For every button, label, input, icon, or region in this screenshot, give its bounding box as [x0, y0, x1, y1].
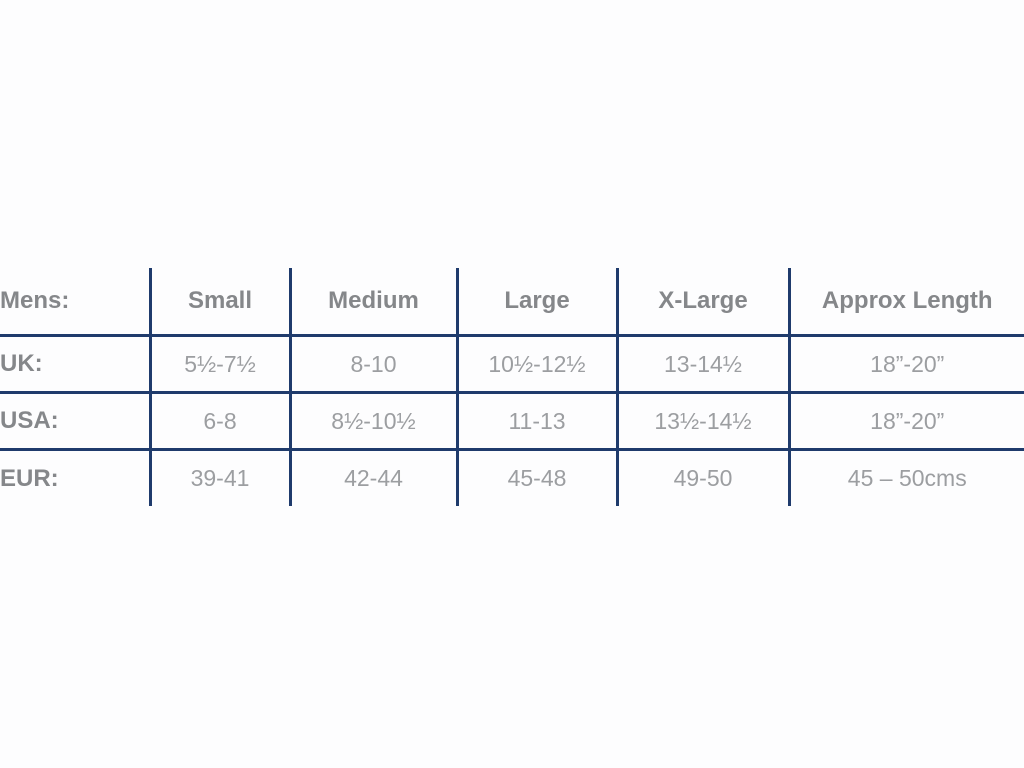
table-row-usa: USA: 6-8 8½-10½ 11-13 13½-14½ 18”-20” [0, 391, 1024, 450]
uk-approx-length-value: 18”-20” [787, 334, 1024, 393]
eur-small-value: 39-41 [148, 448, 290, 506]
eur-approx-length-value: 45 – 50cms [787, 448, 1024, 506]
row-label-usa: USA: [0, 391, 150, 450]
header-cell-large: Large [455, 268, 617, 336]
row-label-eur: EUR: [0, 448, 150, 506]
eur-large-value: 45-48 [455, 448, 617, 506]
header-cell-mens: Mens: [0, 287, 70, 314]
usa-approx-length-value: 18”-20” [787, 391, 1024, 450]
header-cell-x-large: X-Large [615, 268, 789, 336]
header-cell-approx-length: Approx Length [787, 268, 1024, 336]
usa-small-value: 6-8 [148, 391, 290, 450]
table-row-eur: EUR: 39-41 42-44 45-48 49-50 45 – 50cms [0, 448, 1024, 506]
uk-large-value: 10½-12½ [455, 334, 617, 393]
uk-x-large-value: 13-14½ [615, 334, 789, 393]
header-cell-medium: Medium [288, 268, 457, 336]
usa-medium-value: 8½-10½ [288, 391, 457, 450]
eur-x-large-value: 49-50 [615, 448, 789, 506]
uk-small-value: 5½-7½ [148, 334, 290, 393]
header-row: Mens: Small Medium Large X-Large Approx … [0, 268, 1024, 336]
table-row-uk: UK: 5½-7½ 8-10 10½-12½ 13-14½ 18”-20” [0, 334, 1024, 393]
uk-medium-value: 8-10 [288, 334, 457, 393]
header-cell-small: Small [148, 268, 290, 336]
size-chart-table: Mens: Small Medium Large X-Large Approx … [0, 268, 1024, 506]
usa-large-value: 11-13 [455, 391, 617, 450]
usa-x-large-value: 13½-14½ [615, 391, 789, 450]
row-label-uk: UK: [0, 334, 150, 393]
eur-medium-value: 42-44 [288, 448, 457, 506]
